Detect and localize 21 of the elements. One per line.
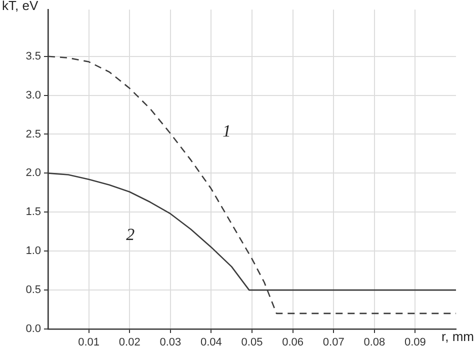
x-tick-label: 0.06	[282, 336, 304, 348]
text: 1	[222, 121, 232, 140]
y-tick-label: 2.0	[26, 167, 41, 180]
y-tick-label: 2.5	[26, 128, 41, 140]
x-tick-label: 0.04	[200, 336, 222, 348]
series-label: 2	[126, 225, 136, 244]
x-tick-label: 0.09	[404, 336, 426, 348]
x-tick-label: 0.01	[78, 336, 100, 348]
y-tick-label: 3.5	[26, 50, 41, 62]
x-tick-label: 0.02	[118, 336, 140, 348]
x-tick-label: 0.05	[241, 336, 263, 348]
y-tick-label: 1.0	[26, 245, 41, 258]
y-tick-label: 0.5	[26, 284, 41, 296]
y-axis-title: kT, eV	[2, 0, 38, 14]
x-tick-label: 0.08	[364, 336, 386, 348]
x-tick-label: 0.07	[322, 336, 344, 348]
x-tick-label: 0.03	[160, 336, 182, 348]
y-tick-label: 3.0	[26, 89, 41, 102]
y-tick-label: 1.5	[26, 206, 41, 218]
y-tick-label: 0.0	[26, 323, 41, 336]
x-axis-title: r, mm	[442, 329, 474, 344]
